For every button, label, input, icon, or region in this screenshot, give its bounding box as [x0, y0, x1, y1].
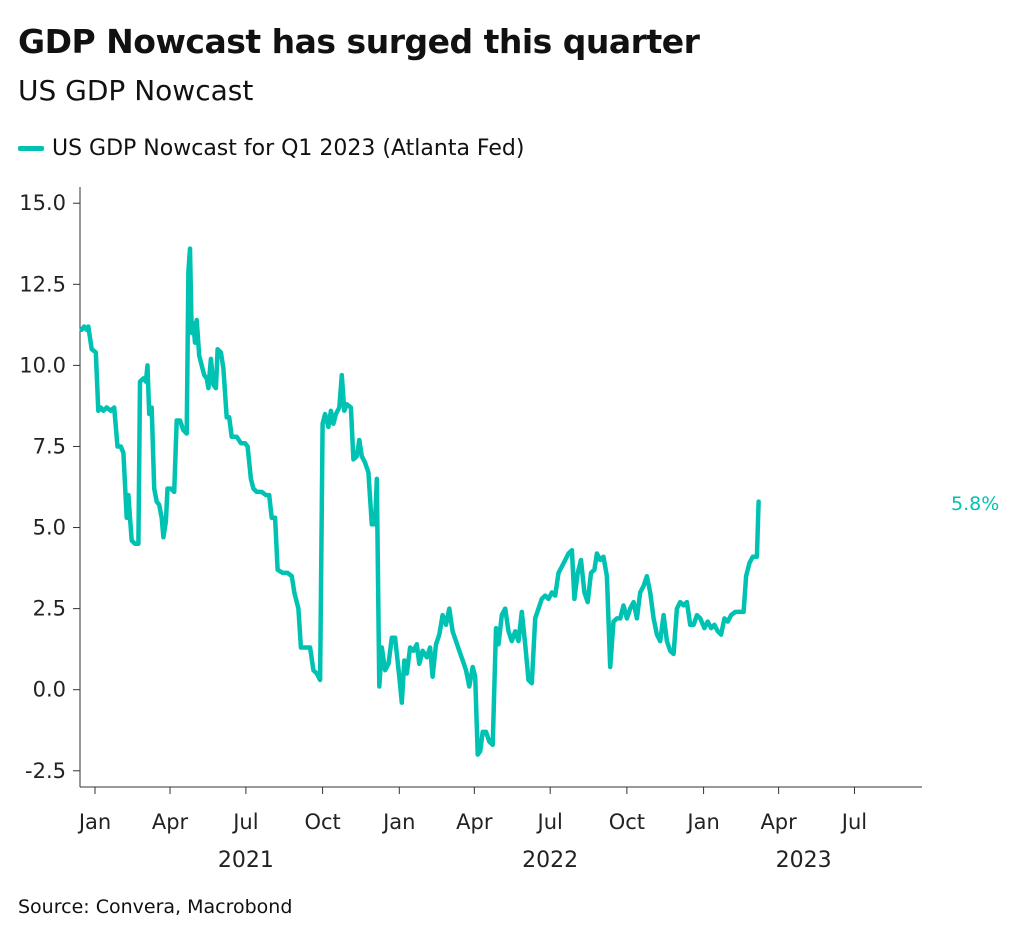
x-tick-label: Jan — [77, 810, 111, 834]
legend-label: US GDP Nowcast for Q1 2023 (Atlanta Fed) — [52, 135, 525, 161]
year-label: 2022 — [522, 848, 578, 873]
chart-axes — [73, 187, 922, 794]
source-note: Source: Convera, Macrobond — [18, 896, 293, 918]
end-value-label: 5.8% — [951, 493, 999, 515]
series-line — [79, 246, 761, 757]
year-label: 2021 — [218, 848, 274, 873]
y-tick-label: 12.5 — [19, 272, 66, 296]
chart-title: GDP Nowcast has surged this quarter — [18, 22, 700, 61]
y-tick-label: 5.0 — [33, 516, 66, 540]
x-tick-label: Apr — [456, 810, 493, 834]
y-tick-label: -2.5 — [25, 759, 66, 783]
year-label: 2023 — [776, 848, 832, 873]
y-tick-label: 7.5 — [33, 434, 66, 458]
y-axis-tick-labels: -2.5 0.0 2.5 5.0 7.5 10.0 12.5 15.0 — [19, 191, 66, 783]
legend-swatch — [18, 145, 44, 151]
x-tick-label: Jan — [381, 810, 415, 834]
y-tick-label: 10.0 — [19, 353, 66, 377]
x-tick-label: Jul — [840, 810, 867, 834]
y-tick-label: 15.0 — [19, 191, 66, 215]
x-tick-label: Jul — [536, 810, 563, 834]
chart-subtitle: US GDP Nowcast — [18, 74, 254, 107]
x-tick-label: Apr — [152, 810, 189, 834]
x-tick-label: Apr — [760, 810, 797, 834]
x-tick-label: Oct — [304, 810, 340, 834]
x-axis-year-labels: 2021 2022 2023 — [218, 848, 832, 873]
x-axis-tick-labels: Jan Apr Jul Oct Jan Apr Jul Oct Jan Apr Jul — [77, 810, 867, 834]
chart-legend: US GDP Nowcast for Q1 2023 (Atlanta Fed) — [18, 134, 524, 162]
series-layer — [79, 246, 761, 757]
x-tick-label: Oct — [609, 810, 645, 834]
x-tick-label: Jul — [231, 810, 258, 834]
x-tick-label: Jan — [685, 810, 719, 834]
y-tick-label: 2.5 — [33, 597, 66, 621]
y-tick-label: 0.0 — [33, 678, 66, 702]
